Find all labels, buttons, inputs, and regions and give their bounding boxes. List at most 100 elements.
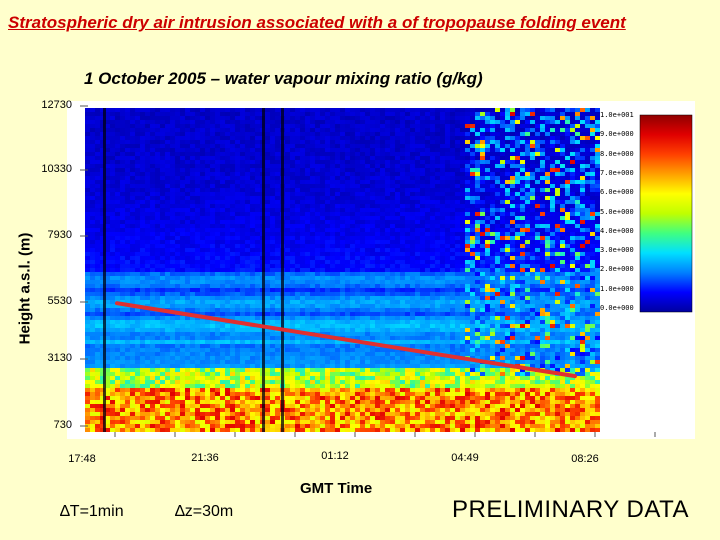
heatmap-cell — [185, 196, 190, 200]
heatmap-cell — [270, 188, 275, 192]
heatmap-cell — [340, 424, 345, 428]
heatmap-cell — [245, 264, 250, 268]
heatmap-cell — [315, 400, 320, 404]
heatmap-cell — [335, 280, 340, 284]
heatmap-cell — [95, 320, 100, 324]
heatmap-cell — [95, 328, 100, 332]
heatmap-cell — [290, 308, 295, 312]
heatmap-cell — [235, 244, 240, 248]
heatmap-cell — [220, 240, 225, 244]
heatmap-cell — [275, 256, 280, 260]
heatmap-cell — [355, 196, 360, 200]
heatmap-cell — [140, 184, 145, 188]
heatmap-cell — [90, 296, 95, 300]
heatmap-cell — [255, 312, 260, 316]
heatmap-cell — [235, 284, 240, 288]
heatmap-cell — [155, 268, 160, 272]
heatmap-cell — [325, 396, 330, 400]
heatmap-cell — [320, 320, 325, 324]
heatmap-cell — [175, 252, 180, 256]
heatmap-cell — [345, 284, 350, 288]
heatmap-cell — [195, 120, 200, 124]
heatmap-cell — [90, 204, 95, 208]
heatmap-cell — [95, 324, 100, 328]
heatmap-cell — [125, 160, 130, 164]
heatmap-cell — [310, 244, 315, 248]
heatmap-cell — [190, 408, 195, 412]
heatmap-cell — [390, 148, 395, 152]
heatmap-cell — [235, 352, 240, 356]
heatmap-cell — [140, 180, 145, 184]
heatmap-cell — [160, 372, 165, 376]
heatmap-cell — [225, 380, 230, 384]
heatmap-cell — [240, 428, 245, 432]
heatmap-cell — [300, 248, 305, 252]
heatmap-cell — [165, 284, 170, 288]
heatmap-cell — [335, 172, 340, 176]
heatmap-cell — [230, 112, 235, 116]
heatmap-cell — [350, 172, 355, 176]
heatmap-cell — [210, 156, 215, 160]
heatmap-cell — [185, 212, 190, 216]
heatmap-cell — [360, 392, 365, 396]
heatmap-cell — [210, 280, 215, 284]
heatmap-cell — [230, 304, 235, 308]
heatmap-cell — [270, 252, 275, 256]
heatmap-cell — [210, 168, 215, 172]
heatmap-cell — [145, 400, 150, 404]
heatmap-cell — [165, 356, 170, 360]
heatmap-cell — [195, 364, 200, 368]
heatmap-cell — [270, 240, 275, 244]
heatmap-cell — [385, 208, 390, 212]
heatmap-cell — [175, 180, 180, 184]
heatmap-cell — [160, 416, 165, 420]
heatmap-cell — [290, 392, 295, 396]
heatmap-cell — [230, 396, 235, 400]
heatmap-cell — [270, 212, 275, 216]
heatmap-cell — [160, 208, 165, 212]
heatmap-cell — [295, 336, 300, 340]
heatmap-cell — [270, 196, 275, 200]
heatmap-cell — [225, 172, 230, 176]
heatmap-cell — [335, 192, 340, 196]
heatmap-cell — [265, 296, 270, 300]
heatmap-cell — [185, 344, 190, 348]
heatmap-cell — [150, 160, 155, 164]
heatmap-cell — [245, 252, 250, 256]
heatmap-cell — [150, 272, 155, 276]
heatmap-cell — [340, 112, 345, 116]
heatmap-cell — [355, 284, 360, 288]
heatmap-cell — [320, 392, 325, 396]
heatmap-cell — [145, 232, 150, 236]
heatmap-cell — [145, 164, 150, 168]
heatmap-cell — [330, 168, 335, 172]
heatmap-cell — [160, 188, 165, 192]
heatmap-cell — [180, 152, 185, 156]
heatmap-cell — [290, 408, 295, 412]
heatmap-cell — [315, 136, 320, 140]
heatmap-cell — [345, 376, 350, 380]
heatmap-cell — [375, 420, 380, 424]
heatmap-cell — [285, 300, 290, 304]
heatmap-cell — [255, 224, 260, 228]
heatmap-cell — [275, 208, 280, 212]
heatmap-cell — [355, 348, 360, 352]
heatmap-cell — [140, 132, 145, 136]
heatmap-cell — [135, 228, 140, 232]
heatmap-cell — [380, 364, 385, 368]
heatmap-cell — [110, 240, 115, 244]
heatmap-cell — [385, 156, 390, 160]
heatmap-cell — [310, 124, 315, 128]
heatmap-cell — [365, 300, 370, 304]
heatmap-cell — [270, 164, 275, 168]
heatmap-cell — [130, 416, 135, 420]
heatmap-cell — [370, 376, 375, 380]
heatmap-cell — [180, 236, 185, 240]
heatmap-cell — [95, 240, 100, 244]
heatmap-cell — [300, 304, 305, 308]
heatmap-cell — [380, 396, 385, 400]
heatmap-cell — [155, 120, 160, 124]
heatmap-cell — [115, 144, 120, 148]
heatmap-cell — [375, 424, 380, 428]
heatmap-cell — [120, 188, 125, 192]
